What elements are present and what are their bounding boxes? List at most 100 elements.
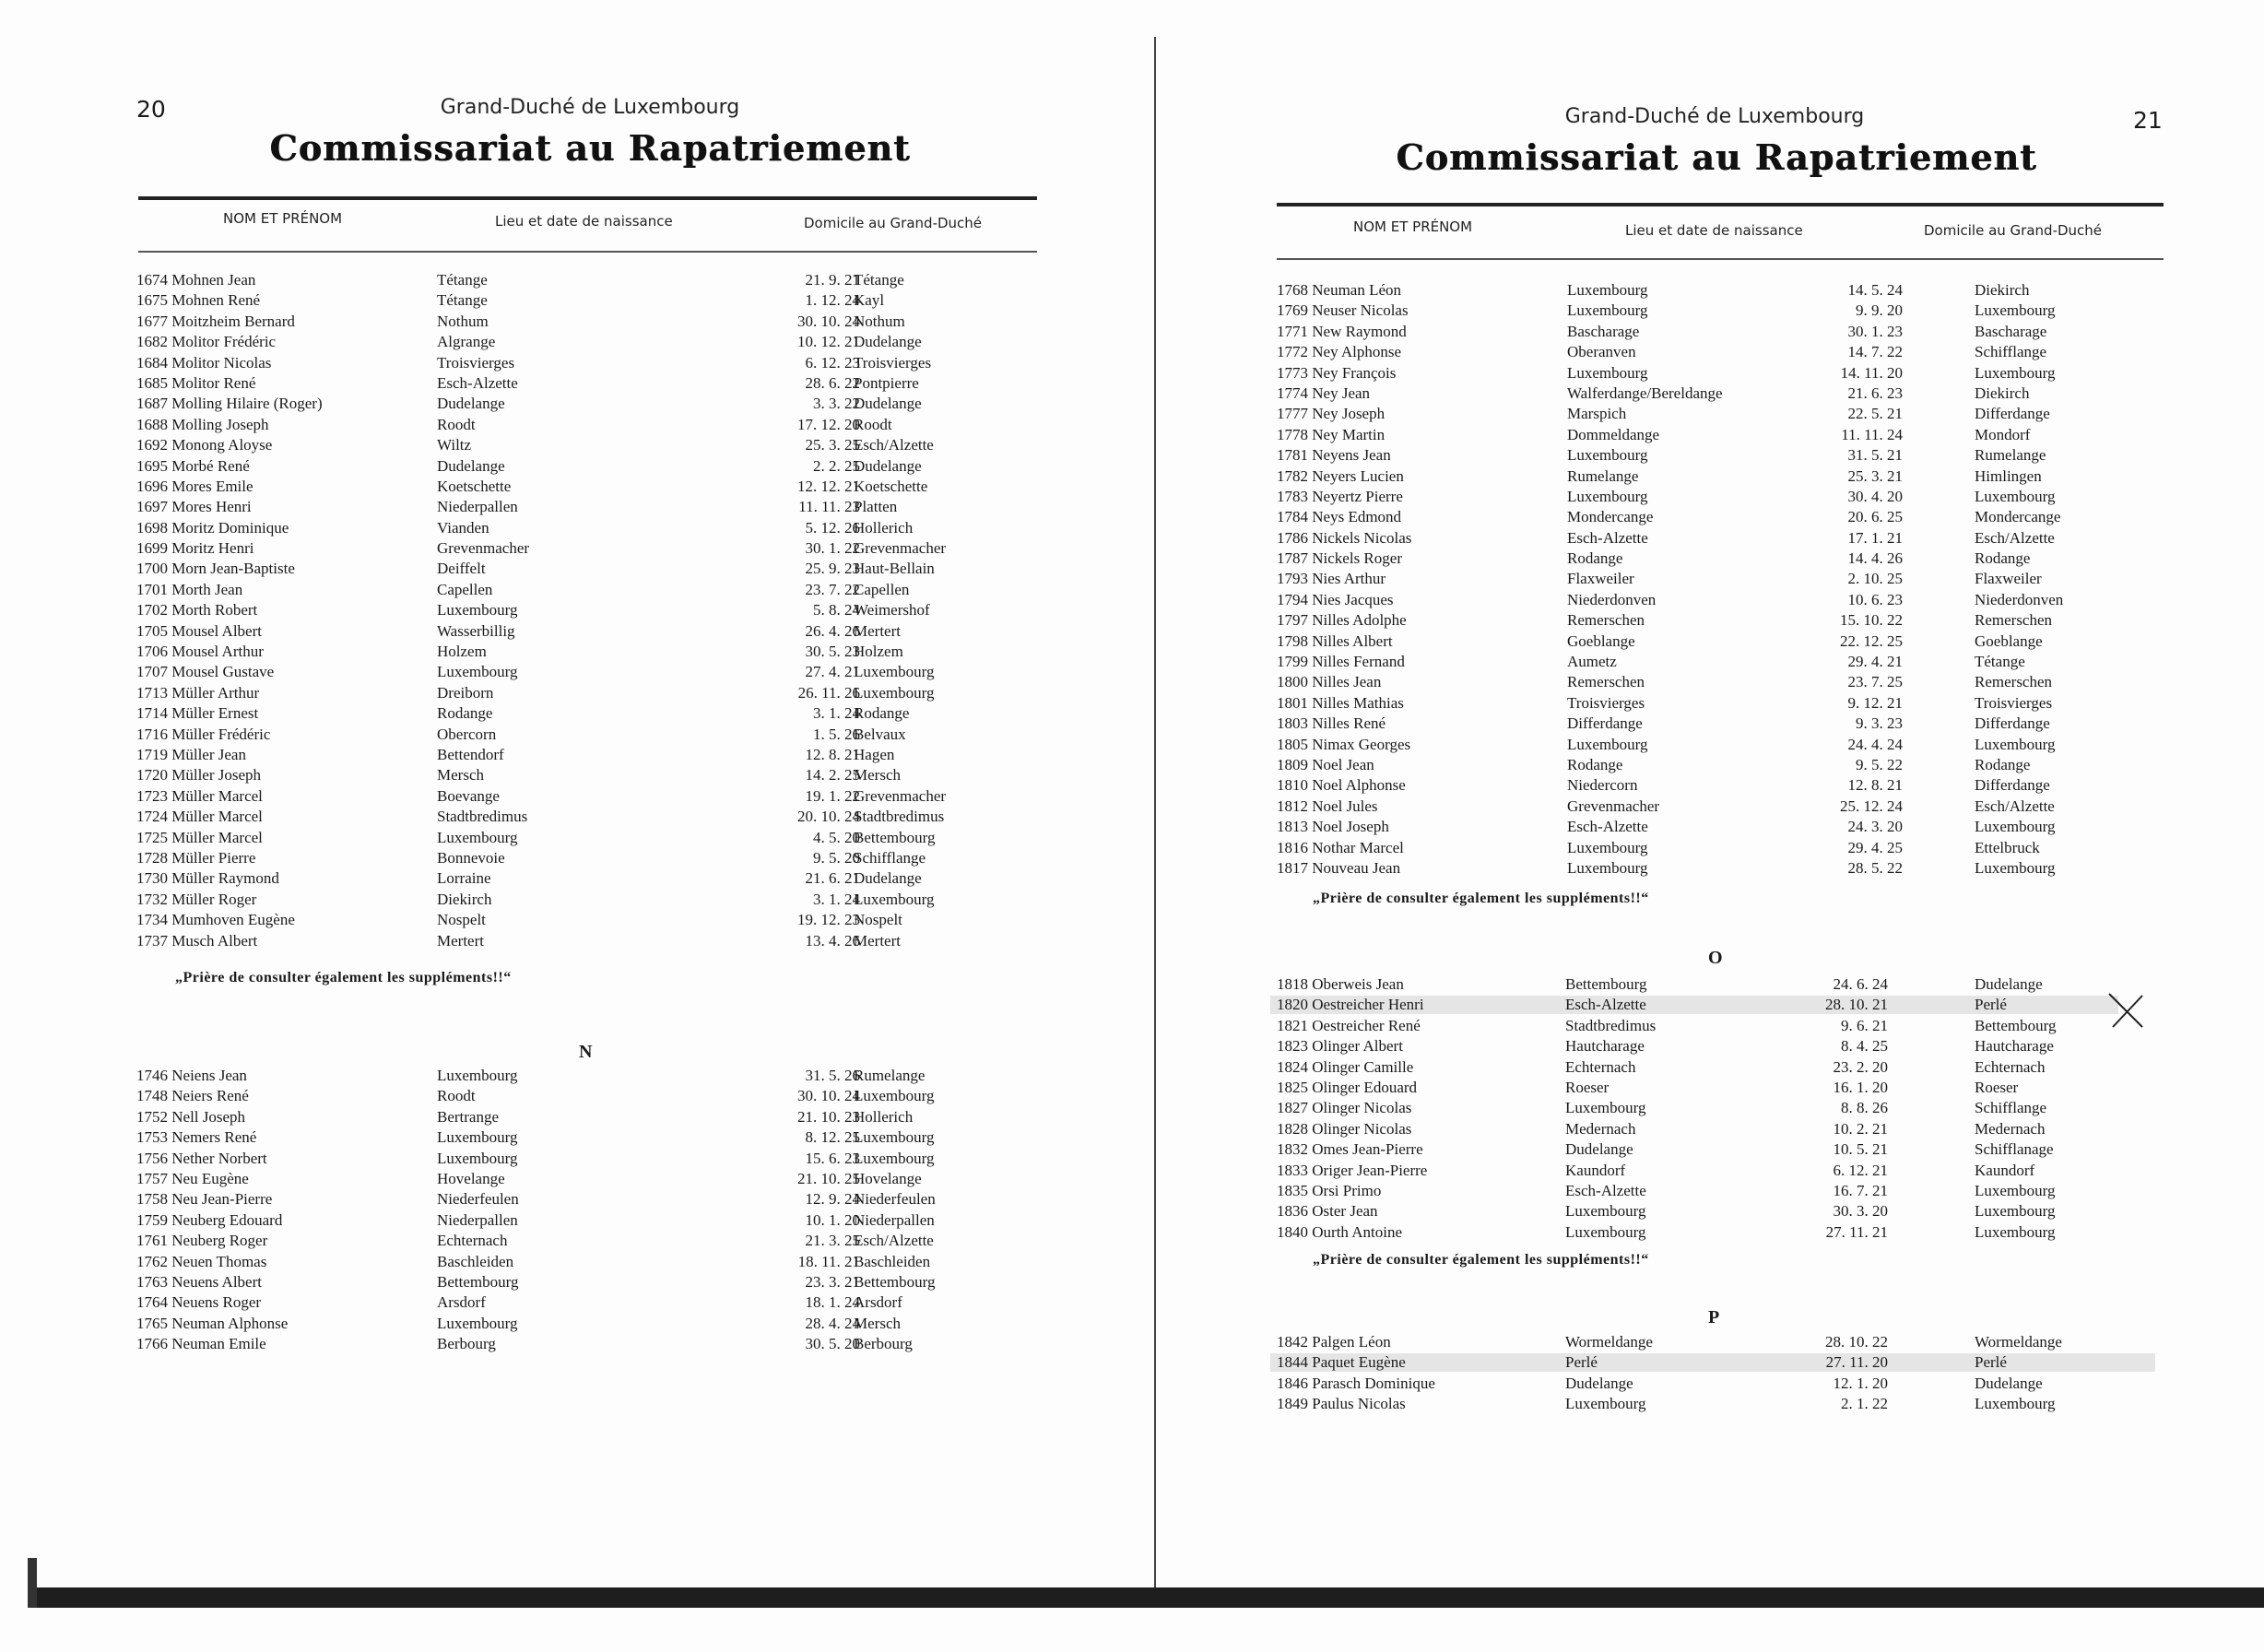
birth-place: Wasserbillig [437,621,515,640]
entry-name: 1801 Nilles Mathias [1277,693,1404,712]
entry-name: 1756 Nether Norbert [136,1149,267,1167]
header-rule [138,196,1037,200]
supplements-note: „Prière de consulter également les suppl… [175,970,512,985]
domicile: Medernach [1975,1119,2046,1138]
entry-name: 1723 Müller Marcel [136,786,263,805]
domicile: Luxembourg [854,1128,935,1147]
header-rule-thin [1277,258,2164,260]
entry-name: 1714 Müller Ernest [136,704,259,723]
entry-name: 1759 Neuberg Edouard [136,1210,283,1229]
birth-place: Roodt [437,415,476,433]
domicile: Mersch [854,766,901,785]
birth-date: 21. 6. 21 [805,869,861,888]
entry-name: 1769 Neuser Nicolas [1277,301,1409,320]
domicile: Tétange [1975,653,2025,671]
birth-place: Hautcharage [1565,1037,1645,1056]
domicile: Luxembourg [854,890,935,908]
birth-date: 30. 4. 20 [1847,487,1904,505]
birth-place: Wormeldange [1565,1333,1653,1351]
birth-place: Roodt [437,1087,476,1105]
domicile: Roeser [1975,1078,2019,1096]
birth-date: 14. 7. 22 [1847,343,1904,361]
domicile: Schifflange [1975,1099,2047,1117]
entry-name: 1706 Mousel Arthur [136,643,264,661]
birth-date: 28. 10. 21 [1825,996,1888,1014]
birth-date: 30. 3. 20 [1833,1202,1889,1221]
entry-name: 1737 Musch Albert [136,931,258,950]
birth-date: 30. 10. 24 [797,312,860,330]
entry-name: 1773 Ney François [1277,363,1397,382]
domicile: Luxembourg [1975,1395,2056,1413]
birth-place: Goeblange [1567,631,1635,650]
domicile: Nospelt [854,911,902,929]
birth-date: 30. 10. 24 [797,1087,860,1105]
birth-place: Wiltz [437,436,472,454]
birth-place: Rodange [437,704,493,723]
domicile: Differdange [1975,405,2050,423]
birth-date: 24. 6. 24 [1833,975,1889,993]
domicile: Troisvierges [1975,693,2053,712]
domicile: Mersch [854,1314,901,1332]
domicile: Esch/Alzette [1975,796,2055,815]
birth-date: 8. 4. 25 [1841,1037,1888,1056]
domicile: Koetschette [854,477,928,495]
birth-date: 10. 12. 21 [797,333,860,351]
birth-place: Stadtbredimus [437,808,528,826]
entry-name: 1699 Moritz Henri [136,539,254,558]
entry-name: 1828 Olinger Nicolas [1277,1119,1412,1138]
birth-date: 20. 10. 24 [797,808,860,826]
domicile: Mondercange [1975,508,2061,526]
domicile: Baschleiden [854,1252,931,1270]
entry-name: 1803 Nilles René [1277,714,1386,733]
domicile: Dudelange [854,869,922,888]
section-letter-p: P [1708,1307,1720,1328]
entry-name: 1753 Nemers René [136,1128,257,1147]
birth-date: 9. 6. 21 [1841,1016,1888,1034]
domicile: Flaxweiler [1975,570,2042,588]
birth-date: 11. 11. 24 [1841,425,1903,443]
birth-date: 29. 4. 25 [1847,838,1904,856]
entry-name: 1849 Paulus Nicolas [1277,1395,1406,1413]
entry-name: 1809 Noel Jean [1277,755,1374,773]
scan-left-edge [28,1558,37,1608]
entry-name: 1707 Mousel Gustave [136,663,275,681]
birth-place: Luxembourg [1567,858,1648,877]
entry-name: 1734 Mumhoven Eugène [136,911,295,929]
domicile: Kayl [854,291,885,310]
page-subtitle: Grand-Duché de Luxembourg [440,96,740,119]
birth-place: Boevange [437,786,500,805]
domicile: Berbourg [854,1335,913,1353]
birth-date: 12. 9. 24 [805,1190,861,1209]
column-header-birth: Lieu et date de naissance [495,213,673,230]
birth-place: Vianden [437,518,489,537]
birth-place: Luxembourg [437,663,518,681]
birth-date: 15. 6. 23 [805,1149,861,1167]
entry-name: 1783 Neyertz Pierre [1277,487,1403,505]
birth-place: Tétange [437,271,488,289]
entry-name: 1820 Oestreicher Henri [1277,996,1424,1014]
domicile: Wormeldange [1975,1333,2062,1351]
birth-date: 22. 12. 25 [1840,631,1903,650]
domicile: Capellen [854,580,910,598]
birth-place: Berbourg [437,1335,496,1353]
entry-name: 1817 Nouveau Jean [1277,858,1401,877]
birth-date: 9. 9. 20 [1856,301,1903,320]
birth-place: Luxembourg [1565,1222,1646,1241]
birth-place: Roeser [1565,1078,1610,1096]
birth-date: 3. 3. 22 [813,395,860,413]
birth-place: Flaxweiler [1567,570,1634,588]
birth-date: 18. 11. 21 [797,1252,860,1270]
domicile: Luxembourg [854,1087,935,1105]
birth-date: 31. 5. 21 [1847,446,1904,465]
entry-name: 1748 Neiers René [136,1087,249,1105]
birth-place: Remerschen [1567,673,1645,691]
birth-date: 6. 12. 23 [805,353,861,372]
column-header-domicile: Domicile au Grand-Duché [804,215,983,231]
entry-name: 1716 Müller Frédéric [136,725,271,743]
domicile: Belvaux [854,725,906,743]
birth-date: 30. 5. 20 [805,1335,861,1353]
birth-place: Niederfeulen [437,1190,519,1209]
birth-date: 16. 1. 20 [1833,1078,1889,1096]
birth-place: Arsdorf [437,1293,486,1312]
entry-name: 1768 Neuman Léon [1277,281,1402,299]
